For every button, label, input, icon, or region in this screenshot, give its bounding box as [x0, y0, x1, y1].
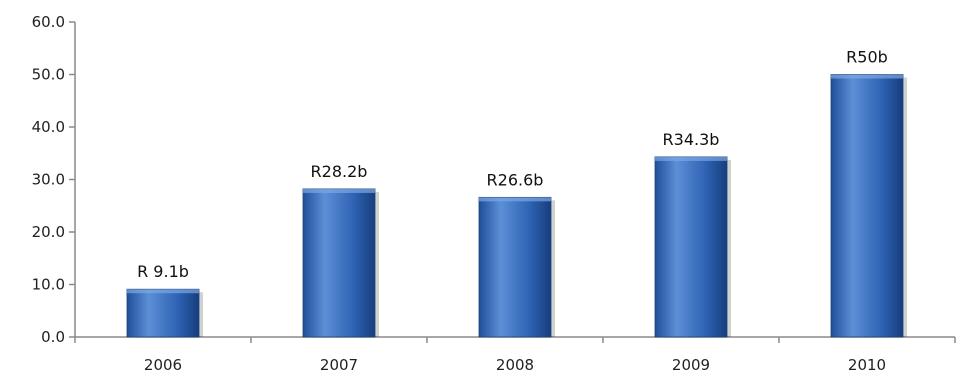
y-tick-label: 50.0 — [32, 66, 65, 84]
x-tick-label: 2006 — [144, 356, 182, 374]
data-label-2006: R 9.1b — [137, 262, 189, 281]
bar-2006 — [126, 288, 200, 338]
y-tick-label: 30.0 — [32, 171, 65, 189]
bar-top-highlight — [831, 74, 903, 79]
data-label-2009: R34.3b — [663, 130, 720, 149]
x-axis: 2006 2007 2008 2009 2010 — [74, 336, 956, 374]
data-label-2008: R26.6b — [487, 170, 544, 189]
bar-top-highlight — [127, 289, 199, 294]
x-tick-label: 2007 — [320, 356, 358, 374]
y-tick-label: 40.0 — [32, 118, 65, 136]
y-tick-label: 10.0 — [32, 276, 65, 294]
y-tick-label: 0.0 — [41, 328, 65, 346]
bar-2009 — [654, 156, 728, 338]
bar-top-highlight — [479, 197, 551, 202]
x-tick-label: 2008 — [496, 356, 534, 374]
bars-group — [126, 74, 907, 338]
y-axis: 0.0 10.0 20.0 30.0 40.0 50.0 60.0 — [32, 13, 76, 346]
bar-2010 — [830, 74, 904, 338]
bar-2008 — [478, 196, 552, 338]
x-tick-label: 2010 — [848, 356, 886, 374]
y-tick-label: 60.0 — [32, 13, 65, 31]
bar-top-highlight — [655, 156, 727, 161]
bar-top-highlight — [303, 188, 375, 193]
bar-2007 — [302, 188, 376, 338]
data-labels-group: R 9.1b R28.2b R26.6b R34.3b R50b — [137, 48, 888, 282]
y-tick-label: 20.0 — [32, 223, 65, 241]
data-label-2007: R28.2b — [311, 162, 368, 181]
data-label-2010: R50b — [846, 48, 888, 67]
x-tick-label: 2009 — [672, 356, 710, 374]
